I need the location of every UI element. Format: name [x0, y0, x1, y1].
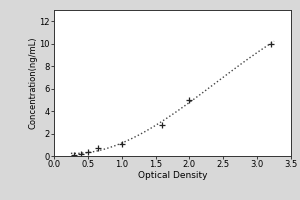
X-axis label: Optical Density: Optical Density [138, 171, 207, 180]
Point [79, 152, 83, 155]
Point [119, 142, 124, 145]
Y-axis label: Concentration(ng/mL): Concentration(ng/mL) [29, 37, 38, 129]
Point [72, 153, 77, 156]
Point [160, 123, 165, 126]
Point [268, 42, 273, 45]
Point [187, 98, 192, 101]
Point [96, 147, 100, 150]
Point [85, 150, 90, 153]
